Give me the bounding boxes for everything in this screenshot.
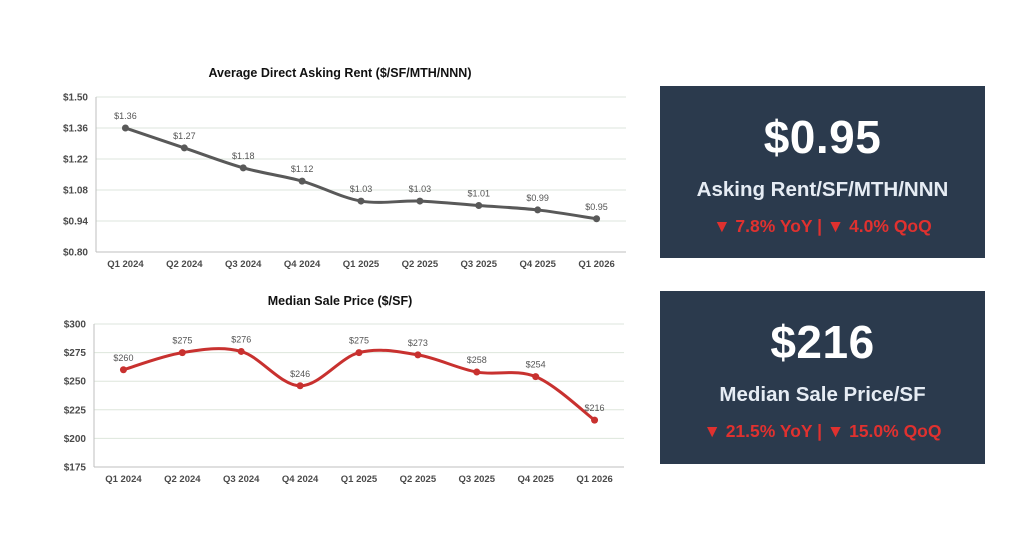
y-tick-label: $1.36 bbox=[63, 124, 88, 135]
x-tick-label: Q3 2025 bbox=[461, 259, 498, 270]
data-label: $1.01 bbox=[468, 189, 491, 199]
data-label: $1.27 bbox=[173, 131, 196, 141]
data-point bbox=[357, 197, 365, 205]
data-point bbox=[237, 347, 245, 355]
y-tick-label: $1.08 bbox=[63, 186, 88, 197]
asking-rent-plot: $0.80 $0.94 $1.08 $1.22 $1.36 $1.50 Q1 2024 Q2 … bbox=[63, 93, 626, 270]
data-label: $1.36 bbox=[114, 111, 137, 121]
y-tick-label: $200 bbox=[64, 434, 87, 445]
data-point bbox=[416, 197, 424, 205]
median-sale-price-chart: Median Sale Price ($/SF) $175 $200 $225 $25… bbox=[40, 288, 640, 490]
data-point bbox=[178, 349, 186, 357]
y-tick-label: $250 bbox=[64, 377, 87, 388]
data-point bbox=[355, 349, 363, 357]
data-label: $246 bbox=[290, 369, 310, 379]
data-point bbox=[414, 351, 422, 359]
y-tick-label: $0.94 bbox=[63, 217, 88, 228]
data-label: $275 bbox=[349, 336, 369, 346]
x-tick-label: Q2 2025 bbox=[400, 474, 437, 485]
data-point bbox=[593, 215, 601, 223]
data-point bbox=[121, 124, 129, 132]
data-label: $258 bbox=[467, 355, 487, 365]
y-tick-label: $0.80 bbox=[63, 248, 88, 259]
data-point bbox=[239, 164, 247, 172]
y-tick-label: $275 bbox=[64, 348, 87, 359]
data-label: $0.95 bbox=[585, 202, 608, 212]
x-tick-label: Q3 2024 bbox=[223, 474, 260, 485]
kpi-value: $0.95 bbox=[763, 111, 882, 163]
data-point bbox=[475, 202, 483, 209]
data-point bbox=[591, 416, 599, 424]
kpi-label: Asking Rent/SF/MTH/NNN bbox=[696, 178, 949, 201]
data-label: $1.18 bbox=[232, 151, 255, 161]
y-tick-label: $300 bbox=[64, 320, 87, 331]
x-tick-label: Q2 2024 bbox=[166, 259, 203, 270]
x-tick-label: Q4 2024 bbox=[284, 259, 321, 270]
y-tick-label: $225 bbox=[64, 405, 87, 416]
x-tick-label: Q4 2025 bbox=[519, 259, 556, 270]
sale-price-kpi-card: $216 Median Sale Price/SF ▼ 21.5% YoY | … bbox=[660, 291, 985, 464]
data-label: $276 bbox=[231, 334, 251, 344]
x-tick-label: Q4 2025 bbox=[517, 474, 554, 485]
chart-title: Median Sale Price ($/SF) bbox=[267, 294, 413, 308]
asking-rent-chart: Average Direct Asking Rent ($/SF/MTH/NNN… bbox=[40, 60, 640, 275]
kpi-change: ▼ 7.8% YoY | ▼ 4.0% QoQ bbox=[713, 216, 932, 236]
x-tick-label: Q3 2024 bbox=[225, 259, 262, 270]
chart-title: Average Direct Asking Rent ($/SF/MTH/NNN… bbox=[208, 66, 472, 80]
data-label: $260 bbox=[113, 353, 133, 363]
x-tick-label: Q4 2024 bbox=[282, 474, 319, 485]
kpi-value: $216 bbox=[770, 316, 875, 368]
data-point bbox=[119, 366, 127, 374]
x-tick-label: Q3 2025 bbox=[459, 474, 496, 485]
x-tick-label: Q2 2025 bbox=[402, 259, 439, 270]
kpi-change: ▼ 21.5% YoY | ▼ 15.0% QoQ bbox=[703, 421, 942, 441]
data-label: $1.12 bbox=[291, 164, 314, 174]
y-tick-label: $1.50 bbox=[63, 93, 88, 104]
series-line bbox=[124, 126, 597, 221]
y-tick-label: $175 bbox=[64, 463, 87, 474]
x-tick-label: Q1 2025 bbox=[341, 474, 378, 485]
x-tick-label: Q1 2026 bbox=[576, 474, 612, 485]
data-point bbox=[296, 382, 304, 390]
data-label: $254 bbox=[526, 360, 546, 370]
data-label: $216 bbox=[585, 403, 605, 413]
x-tick-label: Q1 2024 bbox=[105, 474, 142, 485]
data-label: $275 bbox=[172, 336, 192, 346]
asking-rent-kpi-card: $0.95 Asking Rent/SF/MTH/NNN ▼ 7.8% YoY … bbox=[660, 86, 985, 258]
median-sale-price-plot: $175 $200 $225 $250 $275 $300 Q1 2024 Q2 2024 Q3… bbox=[64, 320, 624, 485]
x-tick-label: Q1 2026 bbox=[578, 259, 614, 270]
data-point bbox=[180, 144, 188, 152]
data-label: $0.99 bbox=[526, 193, 549, 203]
data-label: $273 bbox=[408, 338, 428, 348]
y-tick-label: $1.22 bbox=[63, 155, 88, 166]
data-point bbox=[298, 177, 306, 185]
x-tick-label: Q2 2024 bbox=[164, 474, 201, 485]
data-point bbox=[532, 373, 540, 381]
x-tick-label: Q1 2024 bbox=[107, 259, 144, 270]
data-point bbox=[534, 206, 542, 214]
data-point bbox=[473, 368, 481, 376]
data-label: $1.03 bbox=[409, 184, 432, 194]
kpi-label: Median Sale Price/SF bbox=[719, 383, 926, 406]
data-label: $1.03 bbox=[350, 184, 373, 194]
x-tick-label: Q1 2025 bbox=[343, 259, 380, 270]
